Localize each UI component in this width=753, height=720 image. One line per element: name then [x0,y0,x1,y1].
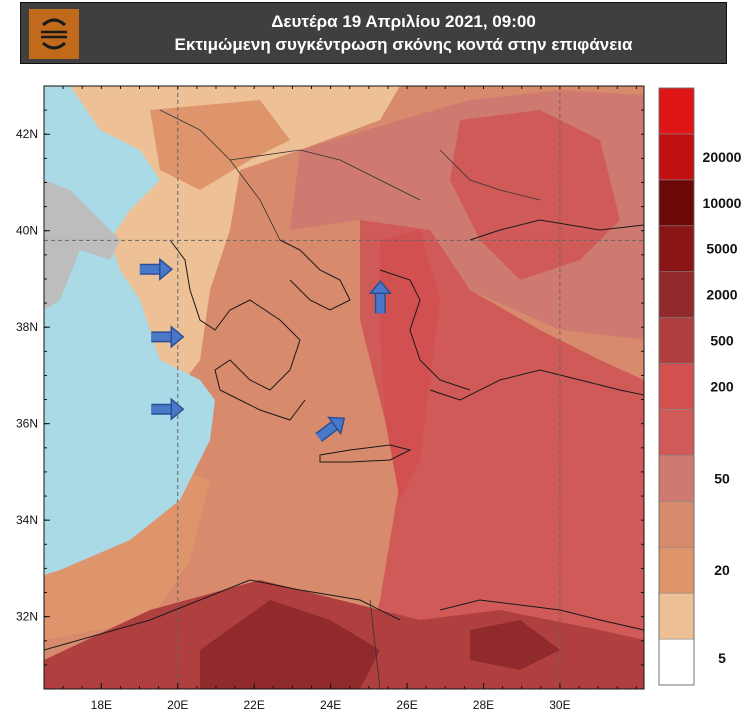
title-date: Δευτέρα 19 Απριλίου 2021, 09:00 [271,12,536,31]
colorbar-label: 10000 [703,195,742,211]
header-bar: Δευτέρα 19 Απριλίου 2021, 09:00 Εκτιμώμε… [20,2,727,64]
colorbar-swatch [658,225,695,272]
colorbar-swatch [658,546,695,594]
lon-tick-label: 24E [320,698,341,712]
map-frame [43,85,645,690]
dust-level-2000-east [470,620,560,670]
colorbar-swatch [658,87,695,135]
lon-tick-label: 30E [549,698,570,712]
colorbar: 5 20 50 200 500 2000 5000 10000 20000 [658,87,742,686]
wind-arrows [139,257,392,442]
wind-arrow-icon [315,416,346,442]
wind-arrow-icon [139,257,173,281]
country-borders [159,109,541,689]
colorbar-label: 5000 [706,241,737,257]
wind-arrow-icon [151,397,185,421]
lat-tick-label: 40N [16,224,38,238]
colorbar-swatch [658,363,695,410]
title-subtitle: Εκτιμώμενη συγκέντρωση σκόνης κοντά στην… [174,35,633,54]
lon-tick-label: 28E [473,698,494,712]
coastlines [44,219,644,651]
lon-tick-label: 22E [244,698,265,712]
lon-tick-label: 20E [167,698,188,712]
no-data-area [44,180,120,310]
colorbar-label: 5 [718,650,726,666]
lon-tick-label: 18E [91,698,112,712]
lat-tick-label: 34N [16,513,38,527]
colorbar-swatch [658,455,695,502]
colorbar-swatch [658,133,695,181]
lat-tick-label: 36N [16,417,38,431]
weather-logo-icon [29,9,79,59]
wind-arrow-icon [151,325,185,349]
colorbar-swatch [658,638,695,686]
dust-level-200-north [450,110,620,280]
map-fields [44,86,644,689]
colorbar-swatch [658,409,695,456]
colorbar-label: 20000 [703,149,742,165]
colorbar-swatch [658,501,695,548]
colorbar-label: 200 [710,379,734,395]
colorbar-label: 500 [710,333,734,349]
wind-arrow-icon [368,280,392,314]
colorbar-frame [658,87,695,686]
colorbar-swatch [658,592,695,640]
colorbar-swatch [658,179,695,227]
page-title: Δευτέρα 19 Απριλίου 2021, 09:00 Εκτιμώμε… [91,10,716,56]
dust-level-200-aegean [380,230,440,500]
colorbar-label: 50 [714,470,730,486]
colorbar-swatch [658,271,695,318]
lat-tick-label: 32N [16,610,38,624]
colorbar-label: 20 [714,562,730,578]
gridlines [44,86,644,689]
lon-tick-label: 26E [396,698,417,712]
axis-ticks: 18E 20E 22E 24E 26E 28E 30E 32N 34N 36N 38N 40N 42N [16,85,644,712]
colorbar-swatch [658,317,695,364]
dust-level-2000 [200,600,380,689]
lat-tick-label: 42N [16,127,38,141]
lat-tick-label: 38N [16,320,38,334]
dust-level-20-south [44,470,210,640]
colorbar-label: 2000 [706,287,737,303]
